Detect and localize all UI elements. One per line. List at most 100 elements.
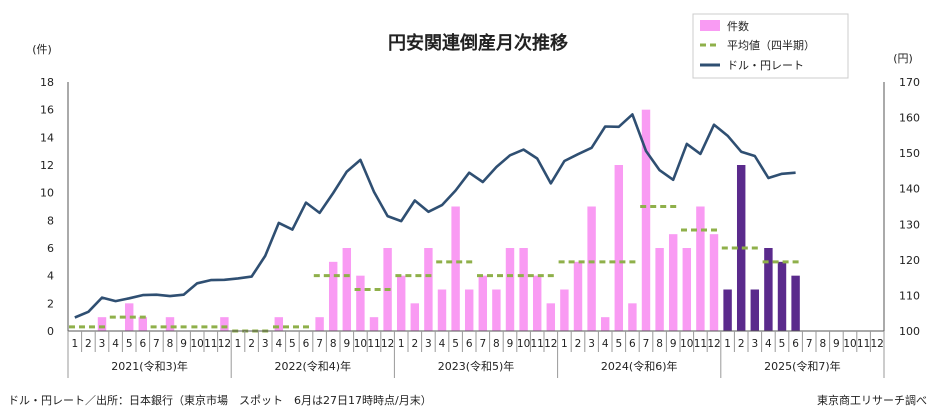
month-tick-label: 1 xyxy=(398,338,405,350)
bar xyxy=(546,303,556,331)
bar xyxy=(696,206,705,331)
month-tick-label: 7 xyxy=(153,338,160,350)
month-tick-labels: 1 2 3 4 5 6 7 8 9 10 11 12 1 2 3 4 5 6 7 8 9 10 11 12 1 2 3 4 5 6 7 8 9 1… xyxy=(71,338,883,350)
month-tick-label: 11 xyxy=(367,338,380,350)
bar xyxy=(165,317,175,331)
month-tick-label: 9 xyxy=(180,338,187,350)
bar xyxy=(750,289,760,331)
month-tick-label: 4 xyxy=(765,338,772,350)
bar xyxy=(437,289,447,331)
bar xyxy=(641,109,651,332)
y-right-tick-label: 110 xyxy=(899,289,920,302)
month-tick-label: 8 xyxy=(167,338,174,350)
month-tick-label: 1 xyxy=(724,338,731,350)
month-tick-label: 9 xyxy=(343,338,350,350)
y-right-tick-label: 150 xyxy=(899,147,920,160)
y-right-tick-label: 160 xyxy=(899,112,920,125)
source-note: ドル・円レート／出所：日本銀行（東京市場 スポット 6月は27日17時時点/月末… xyxy=(8,393,432,407)
y-left-tick-label: 12 xyxy=(40,159,54,172)
bar xyxy=(410,303,420,331)
month-tick-label: 10 xyxy=(517,338,530,350)
bar xyxy=(356,275,365,331)
month-tick-label: 12 xyxy=(707,338,720,350)
bar xyxy=(532,275,542,331)
bar xyxy=(464,289,474,331)
legend-bars-swatch xyxy=(700,20,720,31)
year-label: 2025(令和7)年 xyxy=(764,359,841,373)
bar-series xyxy=(97,109,800,332)
legend: 件数 平均値（四半期） ドル・円レート xyxy=(692,13,849,79)
credit-note: 東京商工リサーチ調べ xyxy=(817,393,927,407)
y-right-tick-label: 170 xyxy=(899,76,920,89)
bar xyxy=(328,261,338,331)
month-tick-label: 8 xyxy=(656,338,663,350)
month-tick-label: 6 xyxy=(466,338,473,350)
y-left-axis-label: (件) xyxy=(32,43,52,56)
month-tick-label: 2 xyxy=(575,338,582,350)
y-left-tick-label: 18 xyxy=(40,76,54,89)
bar xyxy=(736,165,746,331)
bar xyxy=(492,289,501,331)
bar xyxy=(668,234,678,331)
y-right-tick-label: 100 xyxy=(899,325,920,338)
month-tick-label: 11 xyxy=(531,338,544,350)
month-tick-label: 3 xyxy=(262,338,269,350)
y-right-tick-label: 130 xyxy=(899,218,920,231)
month-tick-label: 6 xyxy=(792,338,799,350)
month-tick-label: 2 xyxy=(738,338,745,350)
month-tick-label: 9 xyxy=(507,338,514,350)
month-tick-label: 9 xyxy=(670,338,677,350)
quarterly-average-series xyxy=(69,205,802,333)
bar xyxy=(628,303,637,331)
bar xyxy=(505,248,515,331)
month-tick-label: 3 xyxy=(425,338,432,350)
month-tick-label: 7 xyxy=(479,338,486,350)
chart-title: 円安関連倒産月次推移 xyxy=(388,32,568,54)
month-tick-label: 11 xyxy=(694,338,707,350)
bar xyxy=(560,289,569,331)
month-tick-label: 1 xyxy=(71,338,78,350)
month-tick-label: 2 xyxy=(85,338,92,350)
month-tick-label: 5 xyxy=(452,338,459,350)
month-tick-label: 10 xyxy=(680,338,693,350)
bar xyxy=(274,317,284,331)
month-tick-label: 7 xyxy=(806,338,813,350)
year-label: 2023(令和5)年 xyxy=(438,359,515,373)
bar xyxy=(614,165,624,331)
bar xyxy=(600,317,610,331)
y-left-tick-label: 6 xyxy=(47,242,54,255)
month-tick-label: 4 xyxy=(439,338,446,350)
y-left-tick-label: 8 xyxy=(47,214,54,227)
bar xyxy=(315,317,324,331)
bar xyxy=(138,317,148,331)
month-tick-label: 6 xyxy=(139,338,146,350)
bar xyxy=(777,261,787,331)
month-tick-label: 6 xyxy=(303,338,310,350)
bar xyxy=(369,317,379,331)
month-tick-label: 8 xyxy=(493,338,500,350)
month-tick-label: 8 xyxy=(819,338,826,350)
month-tick-label: 11 xyxy=(857,338,870,350)
month-tick-label: 12 xyxy=(544,338,557,350)
y-right-axis-label: (円) xyxy=(893,52,913,65)
legend-bars-label: 件数 xyxy=(727,20,749,33)
y-right-tick-label: 140 xyxy=(899,183,920,196)
bar xyxy=(682,248,692,331)
month-tick-label: 5 xyxy=(126,338,133,350)
month-tick-label: 4 xyxy=(602,338,609,350)
usd-jpy-rate-series xyxy=(74,113,796,319)
bar xyxy=(220,317,229,331)
axes xyxy=(67,82,885,378)
bar xyxy=(97,317,107,331)
bar xyxy=(587,206,596,331)
y-left-tick-label: 14 xyxy=(40,131,54,144)
y-right-ticks: 100 110 120 130 140 150 160 170 xyxy=(899,76,920,338)
bar xyxy=(573,261,583,331)
bar xyxy=(424,248,433,331)
month-tick-label: 1 xyxy=(561,338,568,350)
month-tick-label: 12 xyxy=(871,338,884,350)
month-tick-label: 2 xyxy=(411,338,418,350)
legend-avg-label: 平均値（四半期） xyxy=(727,38,815,52)
bar xyxy=(396,275,406,331)
